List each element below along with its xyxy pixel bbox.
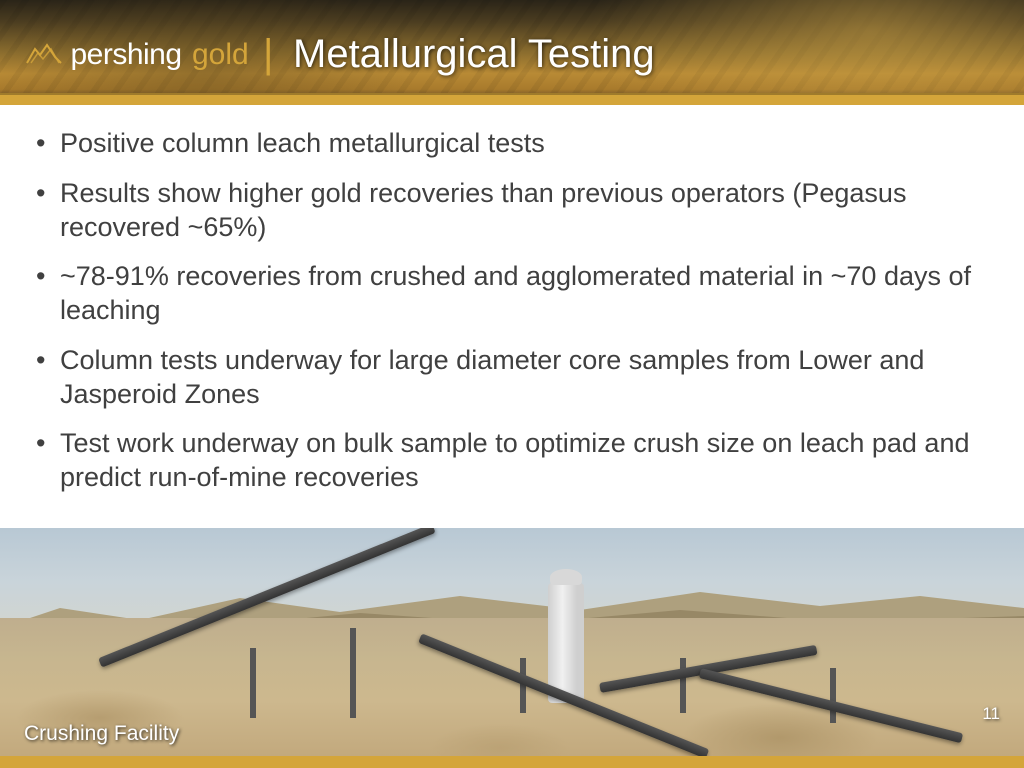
photo-support: [830, 668, 836, 723]
bullet-item: ~78-91% recoveries from crushed and aggl…: [30, 260, 994, 328]
page-number: 11: [982, 704, 1000, 724]
photo-silo: [548, 583, 584, 703]
company-logo: pershing gold: [25, 38, 249, 72]
photo-support: [350, 628, 356, 718]
photo-caption: Crushing Facility: [24, 722, 179, 746]
photo-support: [250, 648, 256, 718]
photo-support: [680, 658, 686, 713]
bullet-item: Positive column leach metallurgical test…: [30, 127, 994, 161]
mountain-icon: [25, 41, 63, 70]
logo-text-gold: gold: [192, 38, 249, 72]
facility-photo: Crushing Facility 11: [0, 528, 1024, 756]
logo-text-pershing: pershing: [70, 38, 181, 72]
bullet-item: Test work underway on bulk sample to opt…: [30, 427, 994, 495]
bullet-item: Results show higher gold recoveries than…: [30, 177, 994, 245]
bullet-list: Positive column leach metallurgical test…: [30, 127, 994, 495]
title-divider: |: [263, 32, 273, 77]
slide-title: Metallurgical Testing: [293, 32, 655, 77]
slide-content: Positive column leach metallurgical test…: [0, 105, 1024, 495]
slide-header: pershing gold | Metallurgical Testing: [0, 0, 1024, 105]
footer-accent-bar: [0, 756, 1024, 768]
bullet-item: Column tests underway for large diameter…: [30, 344, 994, 412]
